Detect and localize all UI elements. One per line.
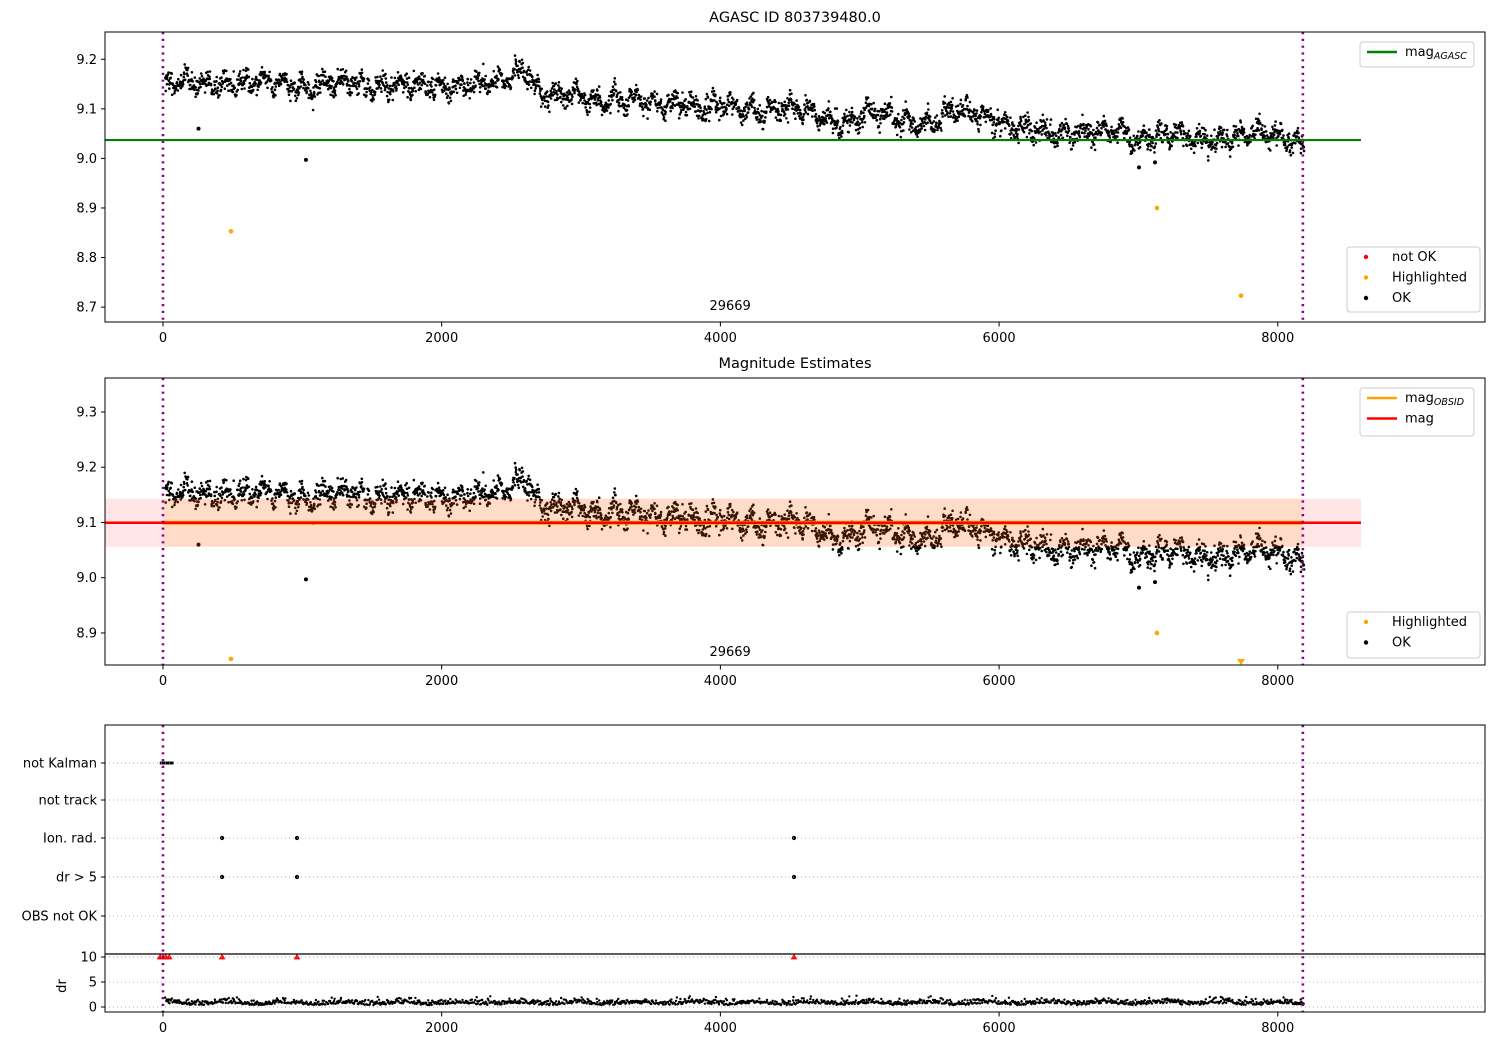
legend: Highlighted OK xyxy=(1346,611,1481,659)
x-tick-label: 0 xyxy=(159,331,167,346)
plot-title: AGASC ID 803739480.0 xyxy=(709,10,881,26)
highlighted-point xyxy=(1238,293,1244,299)
x-tick-label: 8000 xyxy=(1261,331,1294,346)
ok-scatter xyxy=(164,54,1306,162)
y-tick-label: 9.0 xyxy=(76,152,97,167)
flag-row-label: not track xyxy=(38,794,97,809)
ok-outlier-point xyxy=(1153,160,1158,165)
x-tick-label: 6000 xyxy=(983,1021,1016,1036)
axes-frame xyxy=(104,31,1486,323)
ok-outlier-point xyxy=(303,157,308,162)
dr-scatter xyxy=(163,994,1305,1007)
plot-estimates: 29669 9.3 9.2 9.1 9.0 8.9 Magnitude Estimates 0… xyxy=(76,356,1486,689)
legend-box xyxy=(1359,387,1475,437)
dr-axis-label: dr xyxy=(55,979,70,993)
legend-item-label: mag xyxy=(1405,412,1434,427)
flag-row-label: OBS not OK xyxy=(22,910,98,925)
highlighted-offscale-marker xyxy=(1236,659,1245,665)
ion-rad-point xyxy=(219,835,225,841)
legend-box xyxy=(1359,41,1475,68)
obsid-annotation: 29669 xyxy=(709,299,750,314)
x-tick-label: 8000 xyxy=(1261,674,1294,689)
y-tick-label: 9.0 xyxy=(76,571,97,586)
plot-area-agasc xyxy=(105,54,1361,299)
axes-frame xyxy=(104,724,1486,1013)
highlighted-point xyxy=(1154,630,1160,636)
legend-item-label: Highlighted xyxy=(1392,615,1467,630)
plot-flags: not Kalman not track Ion. rad. dr > 5 OBS no… xyxy=(22,724,1486,1036)
x-tick-label: 4000 xyxy=(704,331,737,346)
legend-dot-sample xyxy=(1363,295,1369,301)
y-tick-label: 8.8 xyxy=(76,251,97,266)
x-tick-label: 2000 xyxy=(425,1021,458,1036)
y-tick-label: 9.2 xyxy=(76,53,97,68)
flag-row-label: Ion. rad. xyxy=(43,832,97,847)
y-tick-label: 8.9 xyxy=(76,201,97,216)
y-tick-label: 8.7 xyxy=(76,301,97,316)
x-tick-label: 0 xyxy=(159,674,167,689)
ok-outlier-point xyxy=(1153,580,1158,585)
ok-scatter xyxy=(164,461,1306,582)
legend: magAGASC xyxy=(1359,41,1475,68)
x-tick-label: 6000 xyxy=(983,331,1016,346)
ok-outlier-point xyxy=(1136,585,1141,590)
ok-outlier-point xyxy=(303,577,308,582)
dr-tick-label: 0 xyxy=(89,1001,97,1016)
flag-row-label: not Kalman xyxy=(23,757,97,772)
plot-agasc: 29669 9.2 9.1 9.0 8.9 8.8 8.7 AGASC ID 80373948… xyxy=(76,10,1486,346)
not-kalman-point xyxy=(170,761,174,765)
dr-tick-label: 5 xyxy=(89,976,97,991)
ok-outlier-point xyxy=(1136,165,1141,170)
y-tick-label: 9.1 xyxy=(76,102,97,117)
ok-outlier-point xyxy=(196,126,201,131)
axes-frame xyxy=(104,377,1486,666)
legend-box xyxy=(1346,246,1481,313)
y-tick-label: 9.2 xyxy=(76,461,97,476)
obsid-annotation: 29669 xyxy=(709,645,750,660)
legend-item-label: not OK xyxy=(1392,250,1437,265)
x-tick-label: 2000 xyxy=(425,674,458,689)
legend-dot-sample xyxy=(1363,254,1369,260)
legend-item-label: OK xyxy=(1392,291,1411,306)
legend-item-label: magOBSID xyxy=(1405,391,1464,408)
highlighted-point xyxy=(228,656,234,662)
highlighted-point xyxy=(1154,205,1160,211)
x-tick-label: 4000 xyxy=(704,1021,737,1036)
x-tick-label: 0 xyxy=(159,1021,167,1036)
legend-dot-sample xyxy=(1363,275,1369,280)
x-tick-label: 8000 xyxy=(1261,1021,1294,1036)
dr-gt5-point xyxy=(219,874,225,880)
not-kalman-point xyxy=(161,761,166,765)
x-tick-label: 2000 xyxy=(425,331,458,346)
legend-item-label: magAGASC xyxy=(1405,45,1467,62)
y-tick-label: 9.1 xyxy=(76,516,97,531)
ok-outlier-point xyxy=(196,542,201,547)
flag-row-label: dr > 5 xyxy=(56,871,97,886)
highlighted-point xyxy=(228,228,234,234)
x-tick-label: 6000 xyxy=(983,674,1016,689)
y-tick-label: 8.9 xyxy=(76,626,97,641)
legend-dot-sample xyxy=(1363,640,1369,645)
legend: not OK Highlighted OK xyxy=(1346,246,1481,313)
y-tick-label: 9.3 xyxy=(76,405,97,420)
legend-item-label: Highlighted xyxy=(1392,271,1467,286)
legend-box xyxy=(1346,611,1481,659)
dr-capped-point xyxy=(218,953,226,960)
plot-title: Magnitude Estimates xyxy=(718,356,871,372)
legend-dot-sample xyxy=(1363,619,1369,625)
legend: magOBSID mag xyxy=(1359,387,1475,437)
legend-item-label: OK xyxy=(1392,636,1411,651)
dr-tick-label: 10 xyxy=(80,951,97,966)
not-kalman-point xyxy=(166,761,170,765)
plot-area-flags xyxy=(156,761,1305,1007)
plot-area-estimates xyxy=(105,461,1361,662)
x-tick-label: 4000 xyxy=(704,674,737,689)
